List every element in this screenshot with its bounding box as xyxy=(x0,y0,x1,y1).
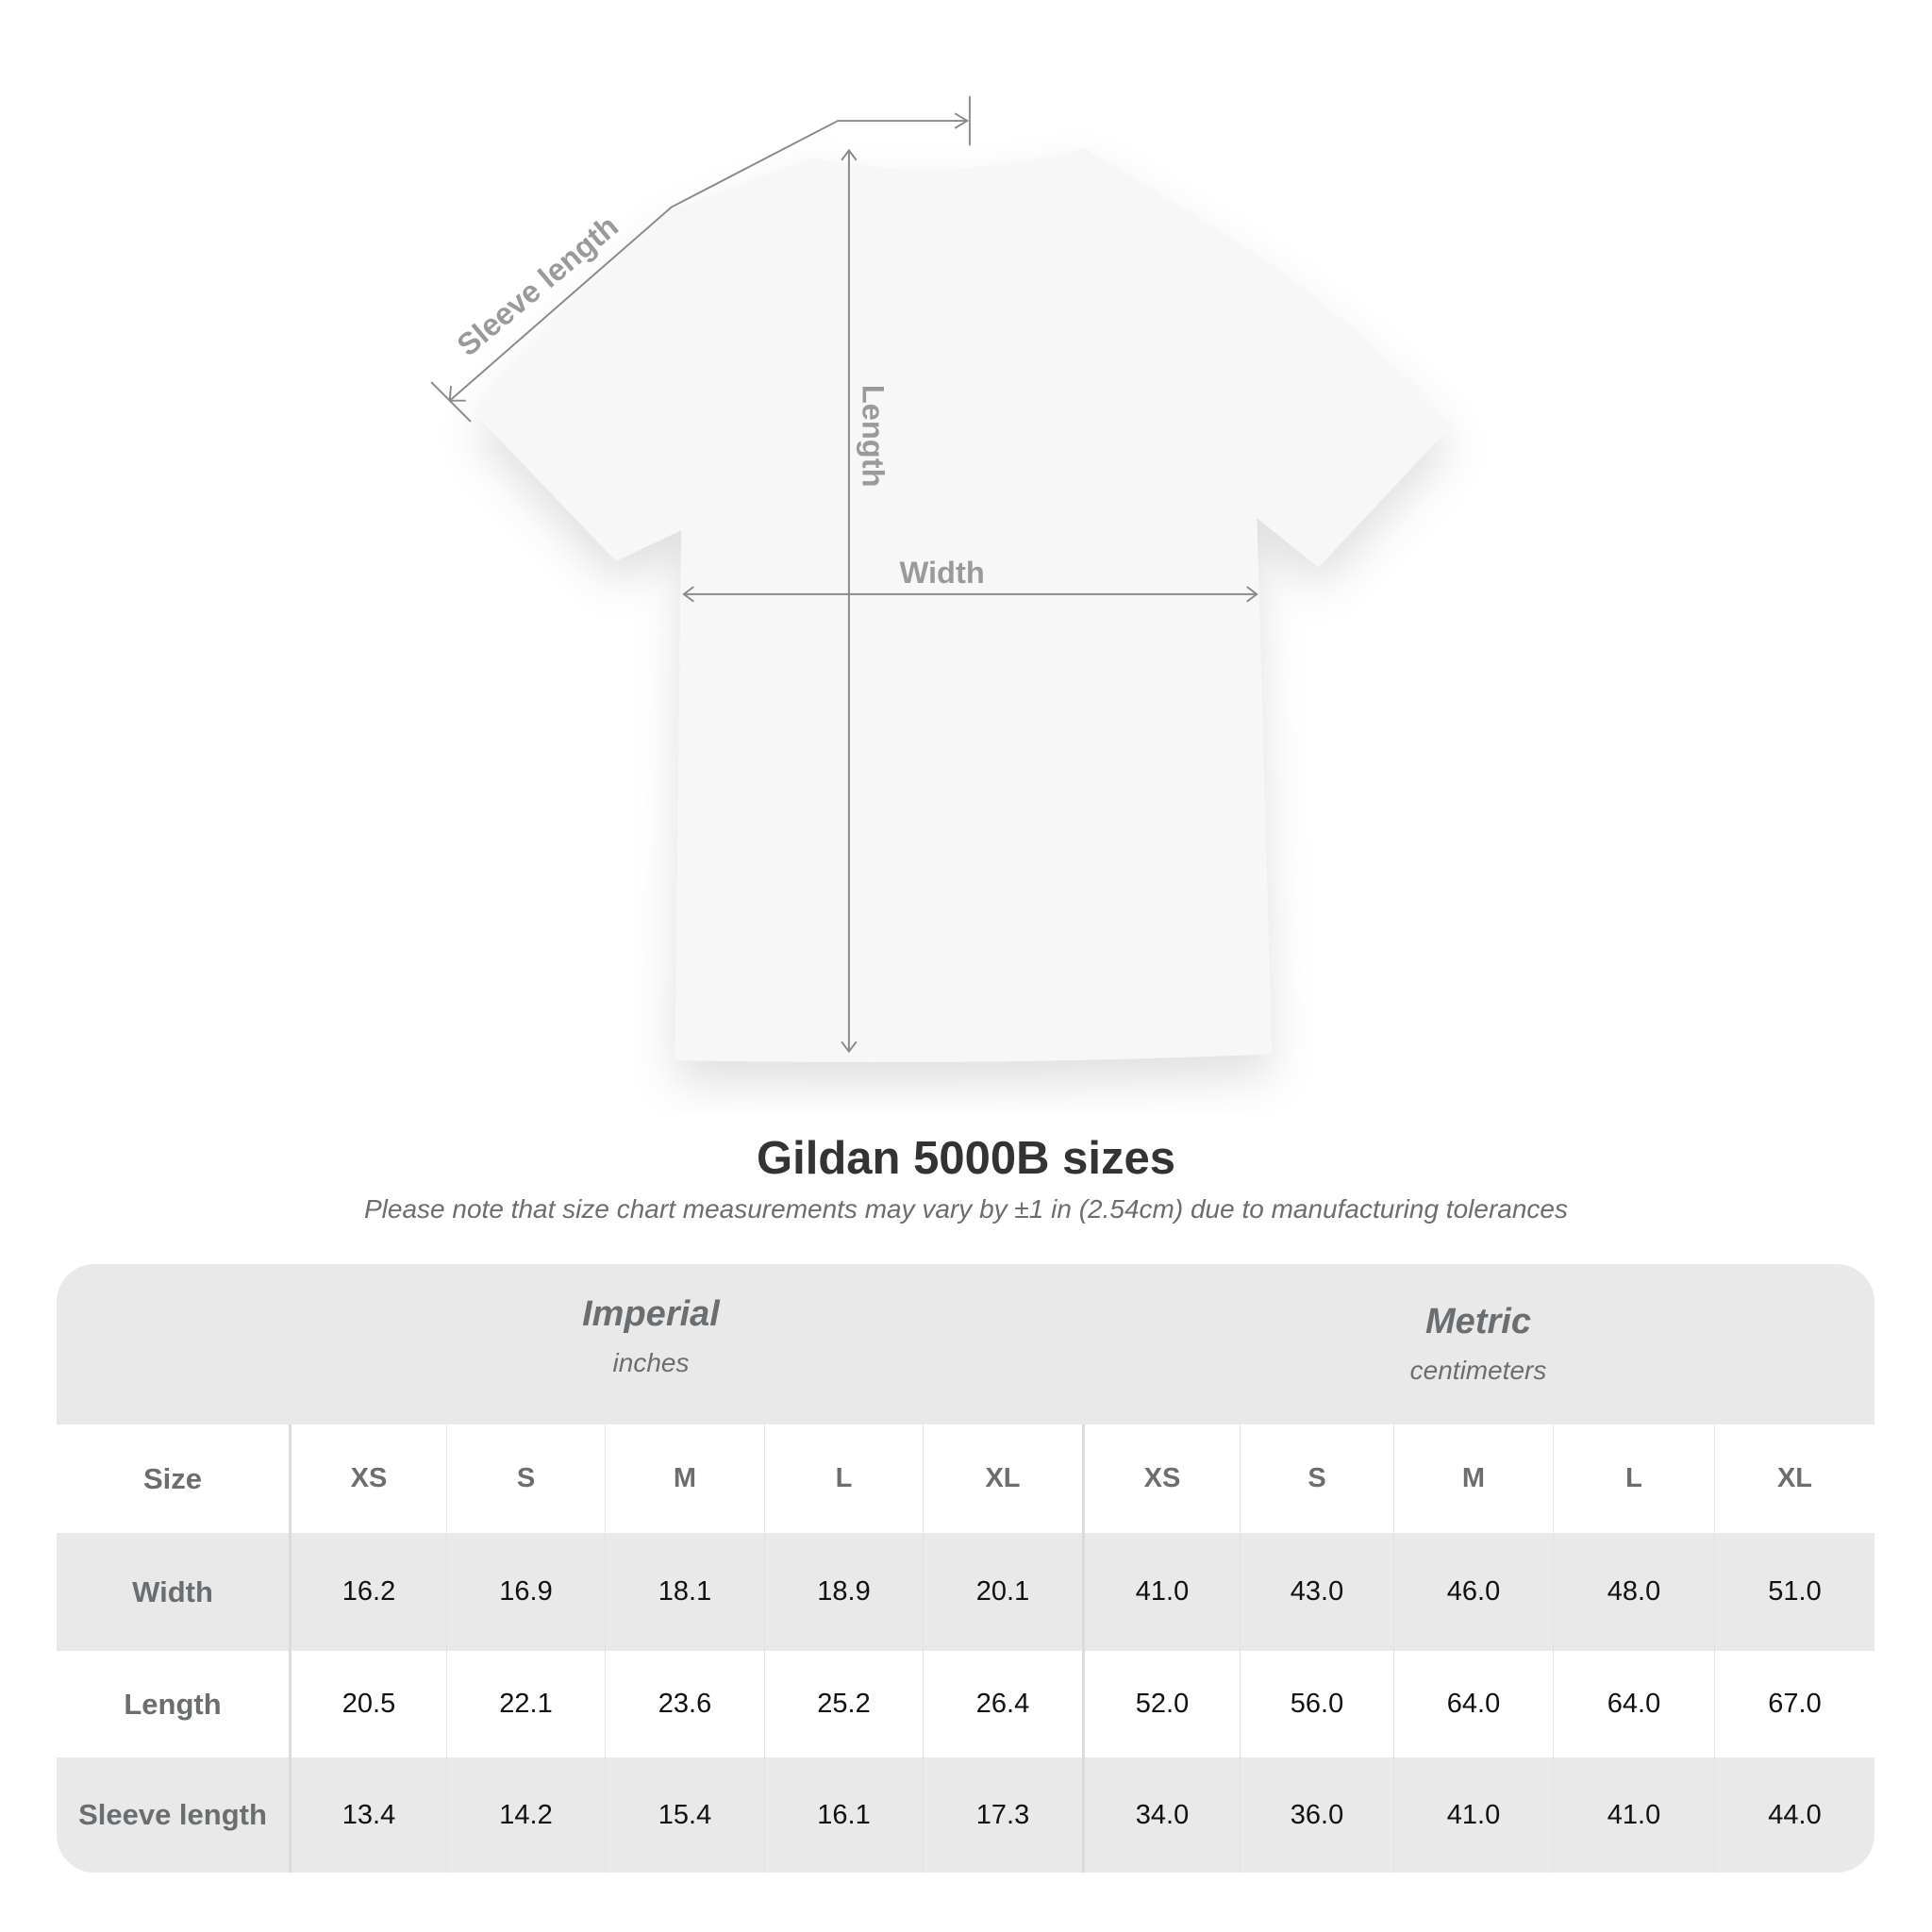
table-cell: 20.5 xyxy=(289,1651,446,1757)
table-cell: 13.4 xyxy=(289,1757,446,1873)
table-row: Width 16.2 16.9 18.1 18.9 20.1 41.0 43.0 46.0 48.… xyxy=(57,1533,1874,1651)
table-cell: 44.0 xyxy=(1714,1757,1874,1873)
table-cell: 17.3 xyxy=(923,1757,1082,1873)
table-cell: 41.0 xyxy=(1393,1757,1553,1873)
table-cell: 67.0 xyxy=(1714,1651,1874,1757)
group-unit: centimeters xyxy=(1409,1356,1547,1385)
row-label: Length xyxy=(124,1687,222,1721)
group-name: Imperial xyxy=(582,1294,720,1334)
table-cell: 26.4 xyxy=(923,1651,1082,1757)
size-header-cell: XL xyxy=(923,1424,1082,1533)
row-label: Sleeve length xyxy=(78,1798,267,1831)
size-table: Imperial inches Metric centimeters Size X… xyxy=(57,1264,1874,1873)
group-imperial: Imperial inches xyxy=(289,1294,1013,1378)
table-cell: 18.9 xyxy=(764,1533,923,1651)
table-row: Sleeve length 13.4 14.2 15.4 16.1 17.3 34.0 36.… xyxy=(57,1757,1874,1873)
table-cell: 16.2 xyxy=(289,1533,446,1651)
size-header-row: Size XS S M L XL XS S M L XL xyxy=(57,1424,1874,1533)
row-label: Width xyxy=(132,1574,213,1608)
tolerance-note: Please note that size chart measurements… xyxy=(364,1194,1568,1224)
page-title: Gildan 5000B sizes xyxy=(757,1133,1175,1184)
table-cell: 64.0 xyxy=(1553,1651,1714,1757)
table-cell: 22.1 xyxy=(446,1651,605,1757)
size-header-cell: XS xyxy=(289,1424,446,1533)
size-header-cell: XL xyxy=(1714,1424,1874,1533)
table-cell: 52.0 xyxy=(1082,1651,1240,1757)
table-cell: 51.0 xyxy=(1714,1533,1874,1651)
table-cell: 36.0 xyxy=(1240,1757,1393,1873)
group-metric: Metric centimeters xyxy=(1082,1302,1874,1386)
size-header-cell: S xyxy=(1240,1424,1393,1533)
size-header-cell: XS xyxy=(1082,1424,1240,1533)
table-cell: 41.0 xyxy=(1553,1757,1714,1873)
table-cell: 16.1 xyxy=(764,1757,923,1873)
group-name: Metric xyxy=(1425,1302,1531,1341)
table-cell: 18.1 xyxy=(605,1533,764,1651)
size-header-cell: L xyxy=(1553,1424,1714,1533)
size-header-cell: M xyxy=(1393,1424,1553,1533)
table-cell: 48.0 xyxy=(1553,1533,1714,1651)
size-header-cell: S xyxy=(446,1424,605,1533)
size-label: Size xyxy=(142,1461,203,1495)
sleeve-measure-line xyxy=(449,120,968,402)
table-cell: 64.0 xyxy=(1393,1651,1553,1757)
width-label: Width xyxy=(899,555,984,590)
size-header-cell: M xyxy=(605,1424,764,1533)
size-header-cell: L xyxy=(764,1424,923,1533)
tshirt-diagram: Sleeve length Length Width xyxy=(430,95,1452,1062)
table-row: Length 20.5 22.1 23.6 25.2 26.4 52.0 56.0 64.0 64… xyxy=(57,1651,1874,1757)
table-cell: 16.9 xyxy=(446,1533,605,1651)
table-cell: 41.0 xyxy=(1082,1533,1240,1651)
table-cell: 23.6 xyxy=(605,1651,764,1757)
table-cell: 43.0 xyxy=(1240,1533,1393,1651)
group-unit: inches xyxy=(612,1348,690,1377)
table-cell: 46.0 xyxy=(1393,1533,1553,1651)
table-cell: 20.1 xyxy=(923,1533,1082,1651)
table-header: Imperial inches Metric centimeters xyxy=(57,1264,1874,1424)
table-cell: 25.2 xyxy=(764,1651,923,1757)
tshirt-image xyxy=(474,147,1452,1062)
table-cell: 15.4 xyxy=(605,1757,764,1873)
length-label: Length xyxy=(856,385,891,488)
table-cell: 56.0 xyxy=(1240,1651,1393,1757)
table-cell: 34.0 xyxy=(1082,1757,1240,1873)
table-cell: 14.2 xyxy=(446,1757,605,1873)
